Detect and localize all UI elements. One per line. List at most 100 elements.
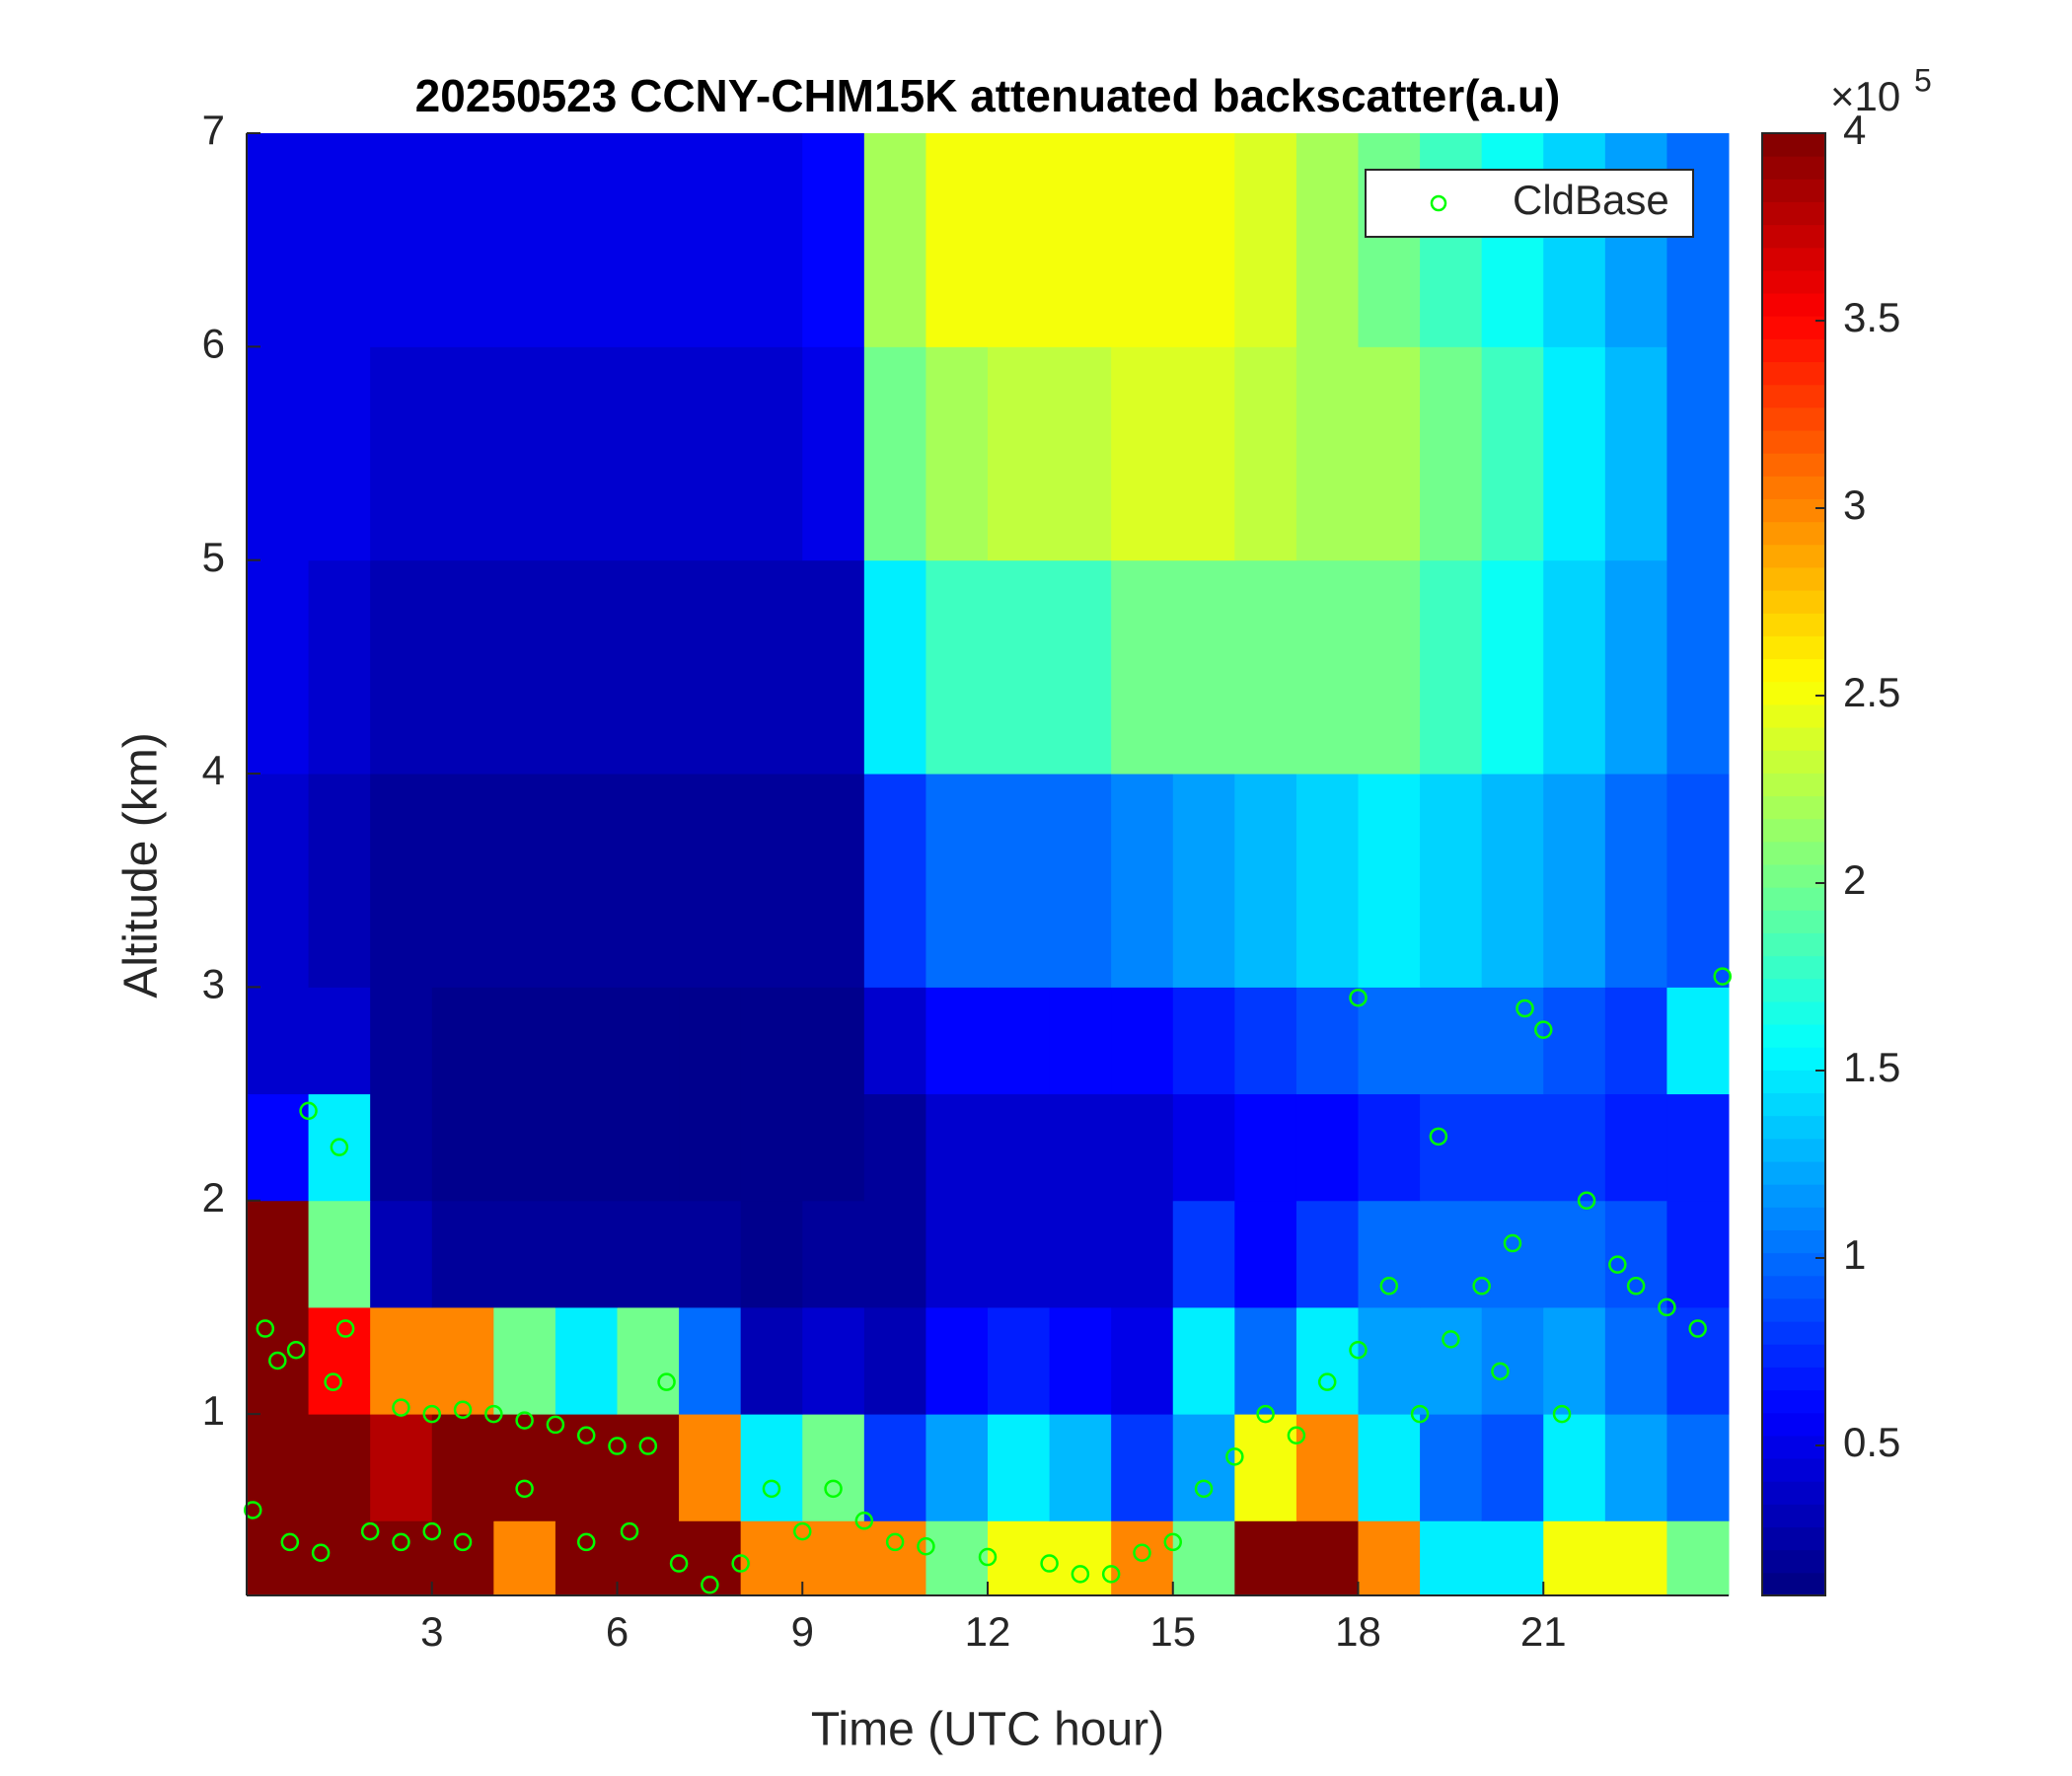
heatmap-cell: [802, 1520, 865, 1596]
cloud-base-point: [392, 1398, 410, 1417]
heatmap-cell: [1295, 1414, 1359, 1521]
heatmap-cell: [863, 1093, 926, 1202]
heatmap-cell: [988, 1520, 1051, 1596]
heatmap-cell: [370, 1306, 433, 1415]
colorbar-swatch: [1762, 1504, 1825, 1528]
heatmap-cell: [1481, 1093, 1544, 1202]
heatmap-cell: [1234, 1093, 1297, 1202]
heatmap-cell: [1666, 346, 1730, 561]
colorbar-swatch: [1762, 1297, 1825, 1322]
cloud-base-point: [1163, 1532, 1182, 1552]
colorbar-tick-label: 2: [1843, 856, 1866, 903]
cloud-base-point: [286, 1340, 306, 1360]
heatmap-cell: [555, 1414, 618, 1521]
heatmap-cell: [1234, 1520, 1297, 1596]
heatmap-cell: [1295, 346, 1359, 561]
heatmap-cell: [1295, 1093, 1359, 1202]
heatmap-cell: [431, 1306, 494, 1415]
heatmap-cell: [1049, 1520, 1112, 1596]
heatmap-cell: [1604, 1306, 1667, 1415]
cloud-base-point: [1287, 1426, 1306, 1444]
heatmap-cell: [308, 987, 371, 1095]
heatmap-cell: [1358, 1306, 1421, 1415]
heatmap-cell: [1358, 1200, 1421, 1308]
colorbar-swatch: [1762, 1458, 1825, 1482]
heatmap-cell: [740, 774, 803, 988]
heatmap-cell: [370, 774, 433, 988]
cloud-base-point: [1349, 1340, 1368, 1360]
colorbar-swatch: [1762, 1229, 1825, 1254]
heatmap-cell: [1604, 346, 1667, 561]
cloud-base-point: [1516, 999, 1534, 1018]
colorbar-swatch: [1762, 635, 1825, 660]
colorbar-swatch: [1762, 179, 1825, 202]
colorbar-swatch: [1762, 1207, 1825, 1230]
heatmap-cell: [555, 987, 618, 1095]
heatmap-cell: [493, 987, 556, 1095]
heatmap-cell: [802, 346, 865, 561]
heatmap-cell: [1481, 1200, 1544, 1308]
y-tick-label: 3: [202, 960, 225, 1006]
heatmap-cell: [679, 133, 742, 347]
heatmap-cell: [1172, 774, 1235, 988]
colorbar-swatch: [1762, 566, 1825, 591]
cloud-base-point: [1349, 988, 1368, 1007]
heatmap-cell: [617, 987, 680, 1095]
cloud-base-point: [1491, 1362, 1510, 1381]
heatmap-cell: [1234, 1200, 1297, 1308]
colorbar-swatch: [1762, 1024, 1825, 1048]
heatmap-cell: [247, 133, 310, 347]
heatmap-cell: [370, 346, 433, 561]
heatmap-cell: [370, 1093, 433, 1202]
heatmap-cell: [308, 1200, 371, 1308]
cloud-base-point: [1317, 1372, 1337, 1391]
heatmap-cell: [863, 987, 926, 1095]
heatmap-cell: [617, 1093, 680, 1202]
heatmap-cell: [802, 1306, 865, 1415]
heatmap-cell: [1604, 1093, 1667, 1202]
colorbar-swatch: [1762, 1070, 1825, 1094]
cloud-base-point: [608, 1437, 627, 1455]
cloud-base-point: [1552, 1404, 1572, 1424]
y-tick-label: 2: [202, 1174, 225, 1221]
heatmap-cell: [431, 559, 494, 775]
cloud-base-point: [299, 1101, 318, 1121]
heatmap-cell: [493, 1520, 556, 1596]
heatmap-cell: [247, 774, 310, 988]
heatmap-cell: [988, 1414, 1051, 1521]
cloud-base-point: [546, 1415, 565, 1435]
cloud-base-point: [793, 1521, 812, 1541]
heatmap-cell: [1172, 133, 1235, 347]
heatmap-cell: [925, 559, 989, 775]
heatmap-cell: [1111, 1093, 1174, 1202]
heatmap-cell: [1295, 987, 1359, 1095]
heatmap-cell: [1234, 1306, 1297, 1415]
colorbar-swatch: [1762, 864, 1825, 888]
x-tick-label: 15: [1149, 1608, 1196, 1655]
heatmap-cell: [1420, 1520, 1483, 1596]
cloud-base-point: [515, 1479, 534, 1499]
heatmap-cell: [1420, 1093, 1483, 1202]
heatmap-cell: [740, 987, 803, 1095]
heatmap-cell: [1172, 987, 1235, 1095]
heatmap-cell: [863, 1200, 926, 1308]
heatmap-cell: [1111, 987, 1174, 1095]
heatmap-cell: [679, 1093, 742, 1202]
colorbar-tick-label: 1.5: [1843, 1044, 1900, 1090]
heatmap-cell: [308, 1093, 371, 1202]
heatmap-cell: [308, 1520, 371, 1596]
cloud-base-point: [885, 1532, 905, 1552]
heatmap-cell: [1666, 1520, 1730, 1596]
heatmap-cell: [1481, 133, 1544, 347]
heatmap-cell: [740, 346, 803, 561]
heatmap-cell: [802, 1093, 865, 1202]
heatmap-cell: [617, 774, 680, 988]
y-tick-label: 6: [202, 320, 225, 366]
heatmap-cell: [925, 987, 989, 1095]
colorbar-swatch: [1762, 156, 1825, 180]
x-tick-label: 21: [1520, 1608, 1567, 1655]
heatmap-cell: [1049, 133, 1112, 347]
colorbar-swatch: [1762, 1184, 1825, 1208]
